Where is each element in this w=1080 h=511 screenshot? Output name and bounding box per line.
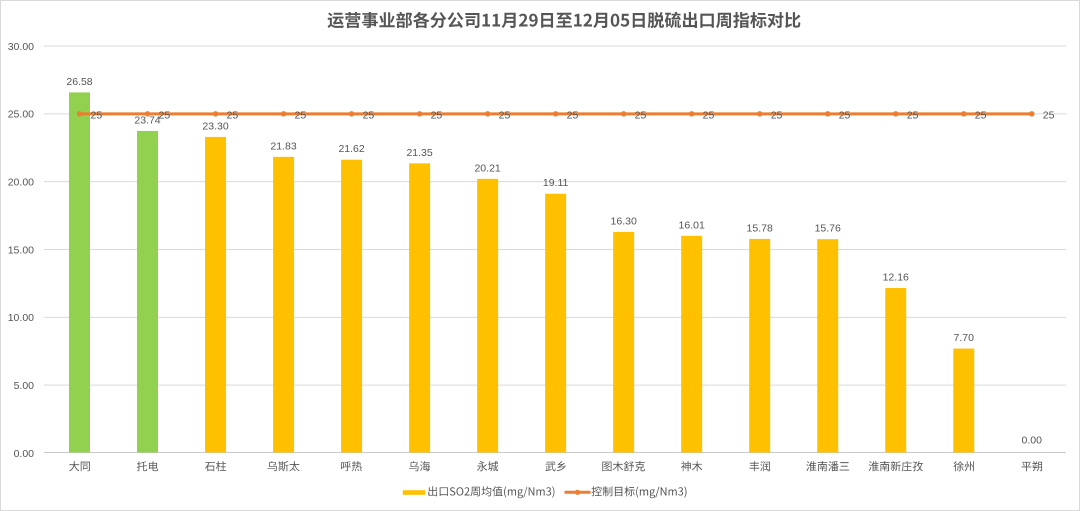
svg-text:23.30: 23.30 bbox=[202, 120, 228, 132]
svg-text:15.00: 15.00 bbox=[8, 244, 34, 256]
svg-text:25: 25 bbox=[771, 110, 783, 122]
svg-text:25: 25 bbox=[431, 110, 443, 122]
svg-text:12.16: 12.16 bbox=[883, 272, 909, 284]
svg-text:25: 25 bbox=[363, 110, 375, 122]
svg-text:25: 25 bbox=[159, 110, 171, 122]
svg-text:20.00: 20.00 bbox=[8, 177, 34, 189]
svg-text:25: 25 bbox=[975, 110, 987, 122]
svg-text:25: 25 bbox=[703, 110, 715, 122]
svg-text:15.76: 15.76 bbox=[815, 223, 841, 235]
svg-text:25: 25 bbox=[91, 110, 103, 122]
svg-text:16.01: 16.01 bbox=[679, 219, 705, 231]
svg-text:25: 25 bbox=[907, 110, 919, 122]
svg-text:7.70: 7.70 bbox=[954, 332, 975, 344]
svg-text:21.35: 21.35 bbox=[406, 147, 432, 159]
svg-text:30.00: 30.00 bbox=[8, 41, 34, 53]
svg-text:25: 25 bbox=[567, 110, 579, 122]
svg-text:25: 25 bbox=[839, 110, 851, 122]
svg-text:23.74: 23.74 bbox=[134, 114, 160, 126]
svg-text:25: 25 bbox=[635, 110, 647, 122]
svg-text:21.83: 21.83 bbox=[270, 140, 296, 152]
svg-text:0.00: 0.00 bbox=[1022, 435, 1043, 447]
svg-text:19.11: 19.11 bbox=[543, 177, 569, 189]
svg-text:21.62: 21.62 bbox=[338, 143, 364, 155]
svg-text:25: 25 bbox=[499, 110, 511, 122]
svg-text:5.00: 5.00 bbox=[14, 380, 35, 392]
svg-text:16.30: 16.30 bbox=[611, 215, 637, 227]
svg-text:26.58: 26.58 bbox=[66, 76, 92, 88]
svg-text:10.00: 10.00 bbox=[8, 312, 34, 324]
svg-text:25.00: 25.00 bbox=[8, 109, 34, 121]
svg-text:25: 25 bbox=[295, 110, 307, 122]
svg-text:25: 25 bbox=[227, 110, 239, 122]
svg-text:25: 25 bbox=[1043, 110, 1055, 122]
svg-text:20.21: 20.21 bbox=[474, 162, 500, 174]
svg-text:15.78: 15.78 bbox=[747, 222, 773, 234]
svg-text:0.00: 0.00 bbox=[14, 448, 35, 460]
